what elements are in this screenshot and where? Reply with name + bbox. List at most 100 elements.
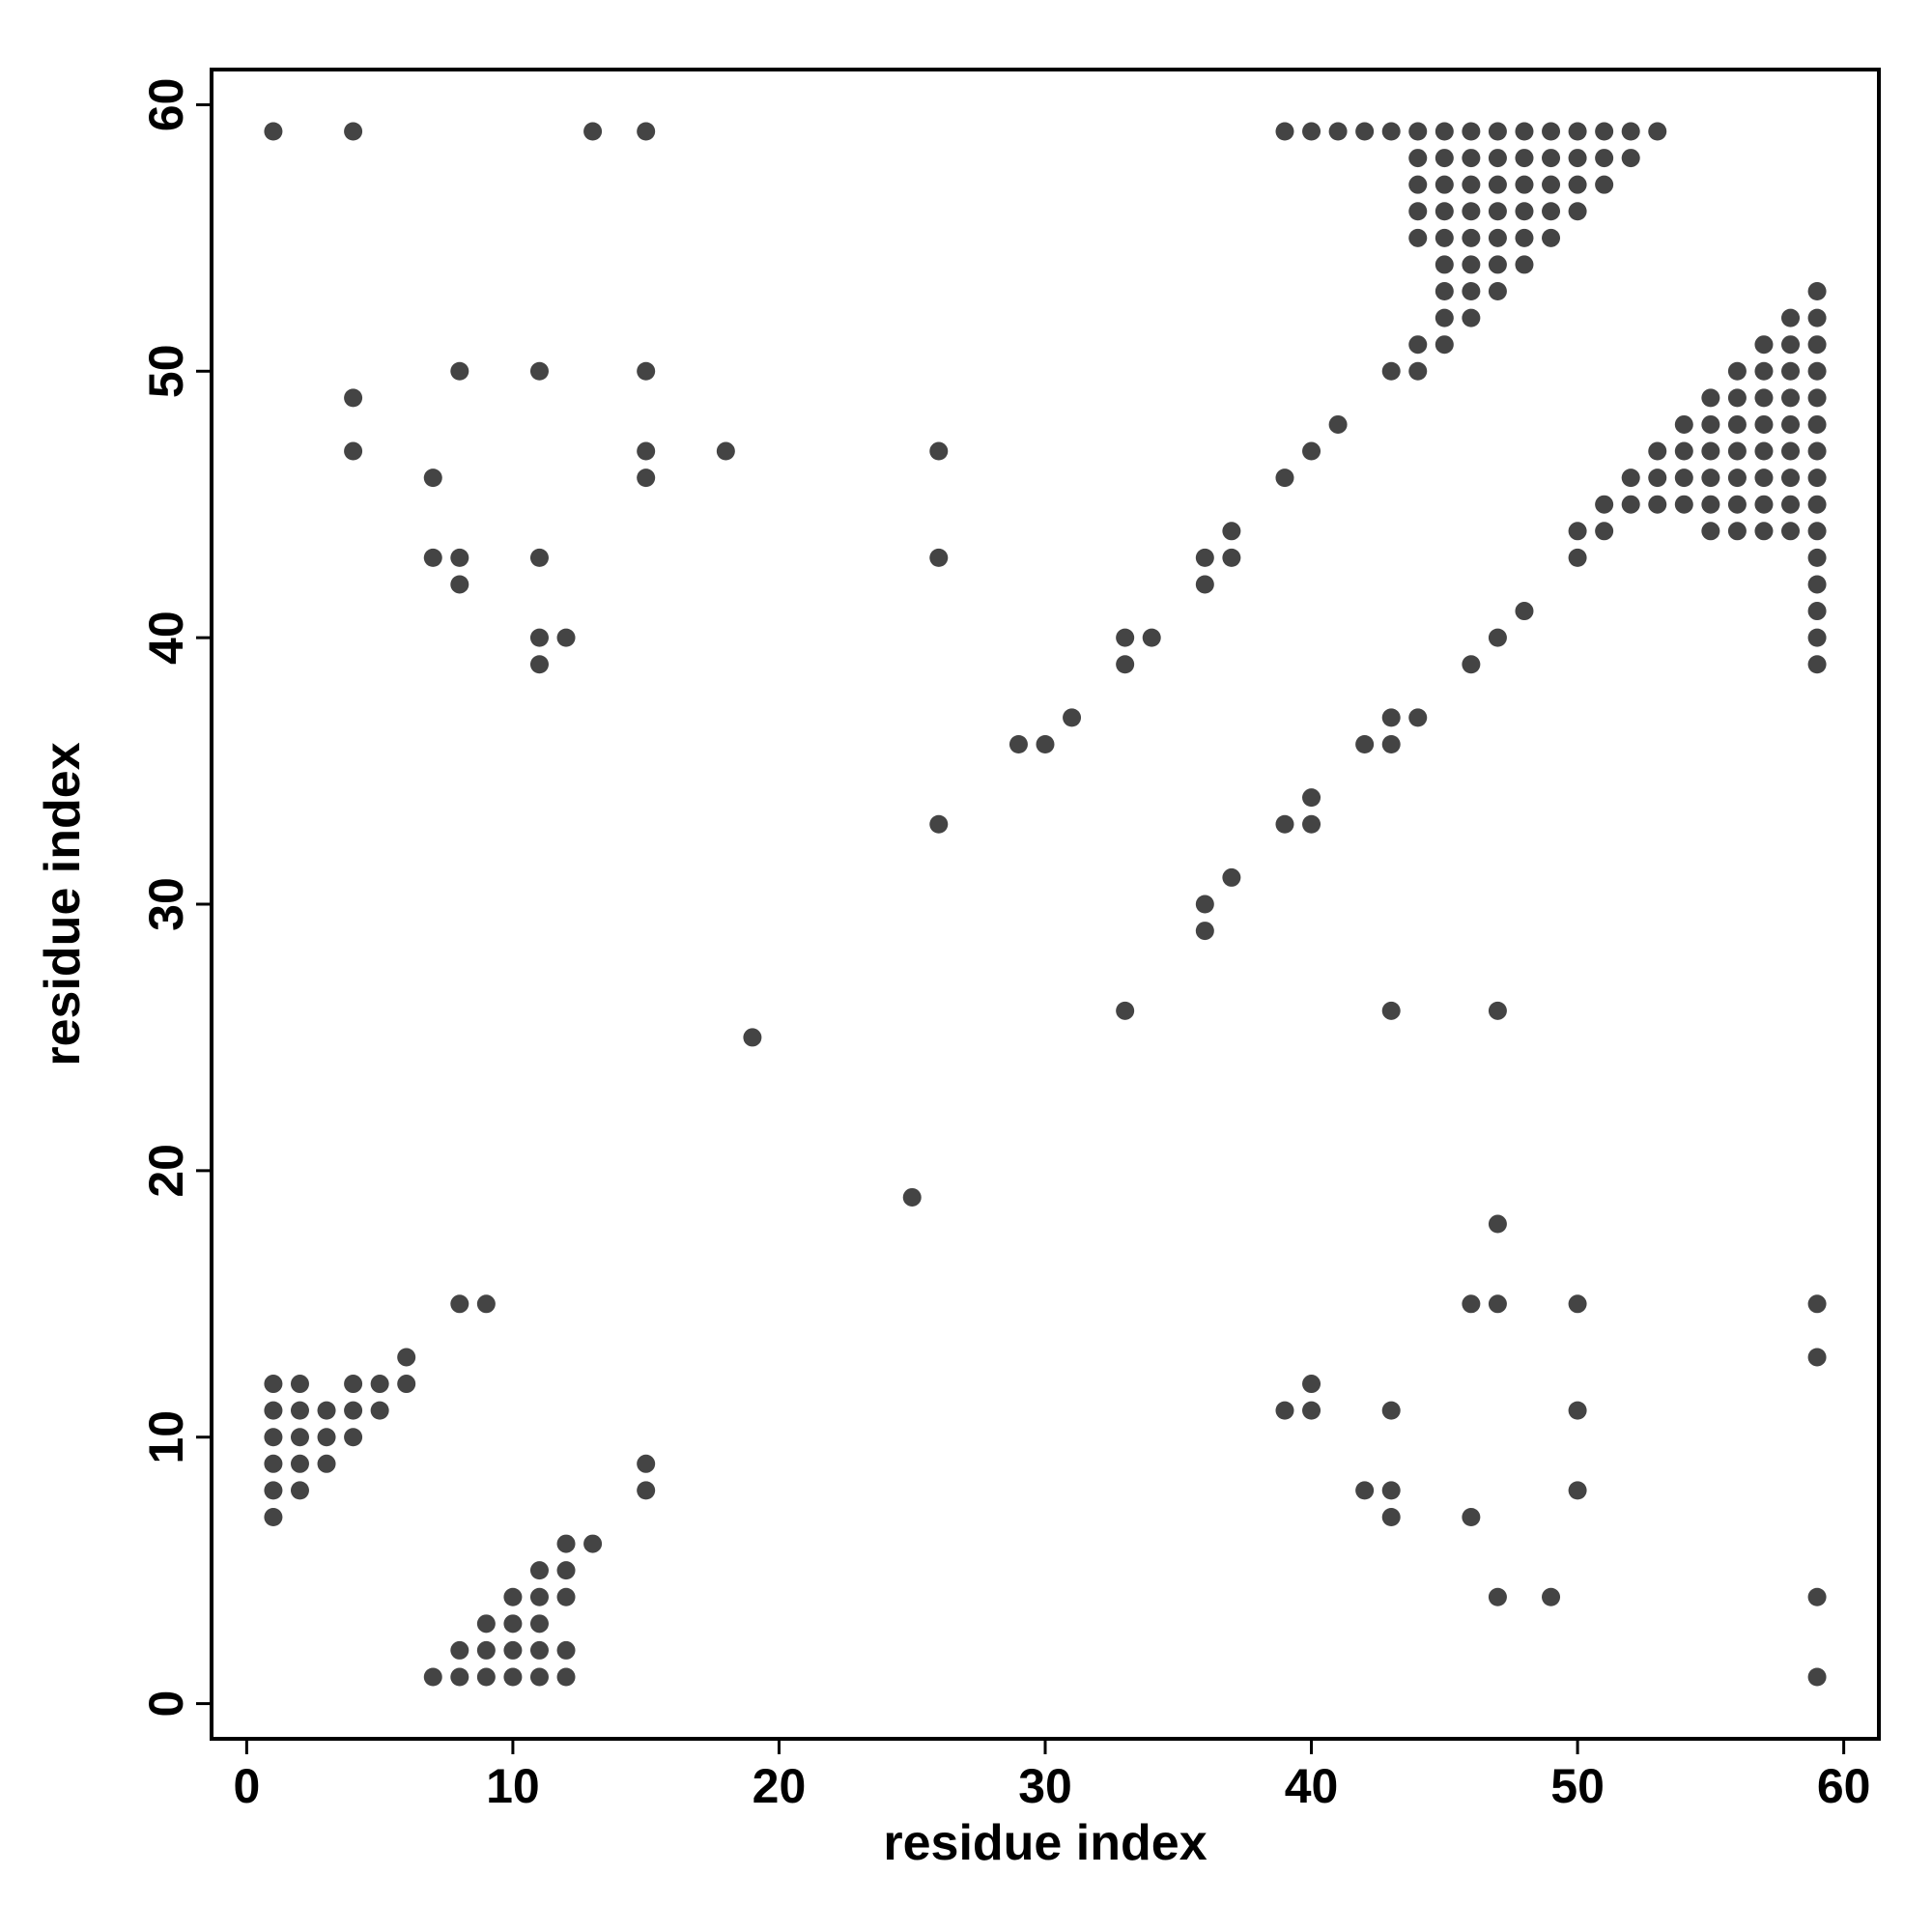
point: [637, 469, 656, 488]
point: [1674, 495, 1693, 514]
point: [1462, 1294, 1481, 1314]
x-tick-label: 0: [233, 1759, 260, 1813]
point: [450, 1294, 469, 1314]
point: [1754, 414, 1774, 434]
point: [264, 122, 283, 141]
point: [1595, 495, 1614, 514]
x-tick-label: 30: [1018, 1759, 1072, 1813]
point: [1488, 628, 1507, 647]
point: [1355, 122, 1375, 141]
point: [1515, 228, 1534, 247]
point: [1807, 495, 1827, 514]
point: [1488, 1587, 1507, 1606]
point: [1807, 388, 1827, 408]
point: [1381, 1481, 1401, 1500]
point: [1195, 895, 1214, 914]
point: [1435, 202, 1454, 221]
point: [1275, 469, 1294, 488]
point: [743, 1028, 762, 1047]
point: [1701, 522, 1720, 541]
point: [1408, 122, 1428, 141]
point: [716, 441, 735, 461]
point: [1515, 602, 1534, 621]
point: [1568, 1401, 1587, 1420]
point: [1542, 228, 1561, 247]
point: [264, 1428, 283, 1447]
point: [1328, 122, 1348, 141]
point: [1515, 255, 1534, 274]
y-tick-label: 40: [139, 611, 193, 665]
point: [1701, 441, 1720, 461]
point: [1807, 308, 1827, 327]
point: [1781, 335, 1801, 355]
point: [1727, 414, 1747, 434]
point: [1807, 655, 1827, 674]
point: [1302, 788, 1321, 808]
point: [1754, 388, 1774, 408]
point: [929, 814, 949, 834]
point: [290, 1428, 309, 1447]
point: [476, 1614, 496, 1634]
point: [1727, 522, 1747, 541]
point: [1462, 308, 1481, 327]
point: [476, 1640, 496, 1660]
point: [1195, 575, 1214, 594]
point: [1408, 149, 1428, 168]
point: [1781, 308, 1801, 327]
point: [1408, 708, 1428, 727]
point: [1275, 814, 1294, 834]
point: [1807, 414, 1827, 434]
y-tick-label: 30: [139, 877, 193, 931]
point: [1621, 469, 1640, 488]
point: [1302, 441, 1321, 461]
point: [1142, 628, 1161, 647]
point: [556, 1667, 576, 1687]
point: [1727, 495, 1747, 514]
y-tick-label: 20: [139, 1144, 193, 1198]
point: [1754, 335, 1774, 355]
point: [476, 1667, 496, 1687]
point: [1568, 548, 1587, 567]
point: [1381, 361, 1401, 381]
point: [1621, 495, 1640, 514]
point: [1807, 548, 1827, 567]
point: [450, 361, 469, 381]
point: [290, 1454, 309, 1473]
point: [1381, 1507, 1401, 1526]
point: [1781, 495, 1801, 514]
point: [1116, 655, 1135, 674]
point: [1435, 149, 1454, 168]
point: [1807, 1667, 1827, 1687]
point: [1381, 1001, 1401, 1020]
point: [1542, 1587, 1561, 1606]
point: [1488, 175, 1507, 194]
x-tick-label: 50: [1550, 1759, 1605, 1813]
point: [1381, 734, 1401, 753]
point: [1488, 1214, 1507, 1234]
point: [1355, 734, 1375, 753]
point: [637, 122, 656, 141]
point: [1222, 548, 1241, 567]
point: [264, 1507, 283, 1526]
point: [1807, 441, 1827, 461]
point: [1568, 175, 1587, 194]
point: [1488, 149, 1507, 168]
point: [1302, 122, 1321, 141]
point: [1568, 1294, 1587, 1314]
point: [1116, 1001, 1135, 1020]
point: [529, 1614, 549, 1634]
point: [1621, 122, 1640, 141]
point: [1302, 1401, 1321, 1420]
point: [1408, 228, 1428, 247]
point: [1328, 414, 1348, 434]
point: [1462, 655, 1481, 674]
point: [1435, 282, 1454, 301]
point: [1542, 149, 1561, 168]
point: [1754, 441, 1774, 461]
x-tick-label: 60: [1817, 1759, 1871, 1813]
point: [529, 1561, 549, 1580]
point: [583, 1534, 603, 1553]
point: [1462, 202, 1481, 221]
point: [1009, 734, 1028, 753]
